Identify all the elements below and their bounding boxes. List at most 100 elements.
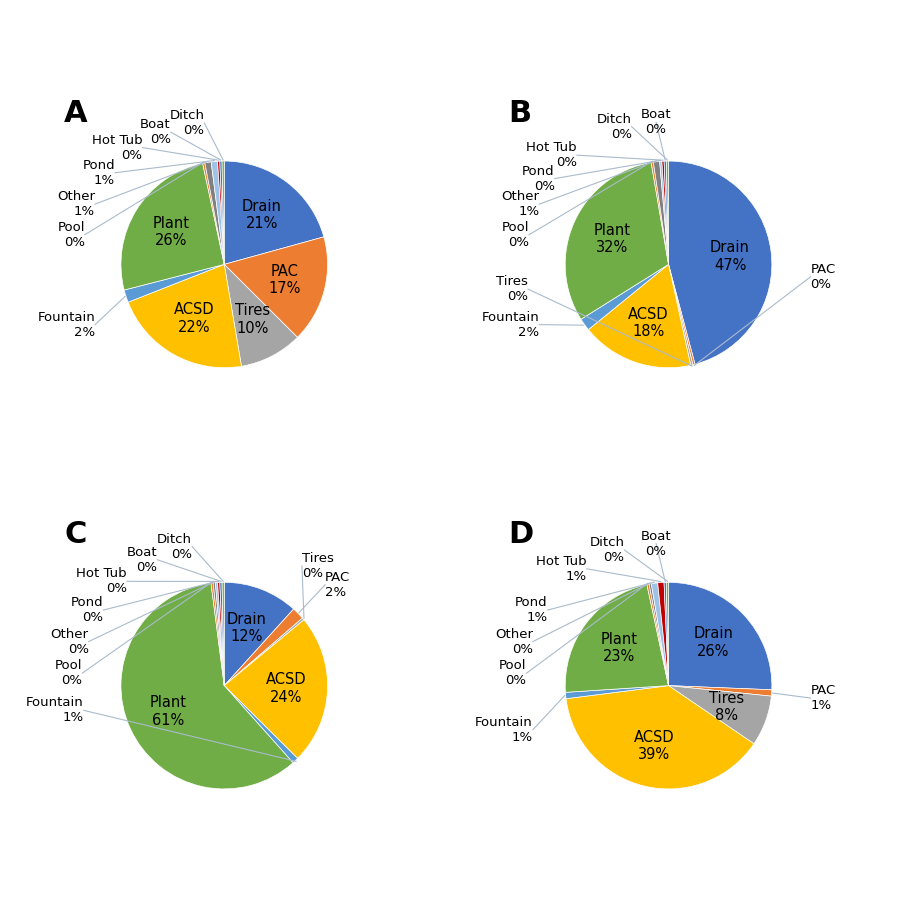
Text: Pool
0%: Pool 0% — [499, 659, 526, 687]
Wedge shape — [649, 584, 669, 686]
Wedge shape — [215, 583, 224, 686]
Text: Pond
0%: Pond 0% — [522, 165, 554, 193]
Wedge shape — [660, 161, 669, 265]
Text: PAC
0%: PAC 0% — [811, 263, 836, 290]
Wedge shape — [224, 583, 293, 686]
Wedge shape — [205, 162, 224, 265]
Wedge shape — [669, 265, 693, 365]
Text: Other
0%: Other 0% — [50, 628, 89, 655]
Text: PAC
1%: PAC 1% — [811, 684, 836, 712]
Text: B: B — [508, 99, 532, 128]
Text: Tires
8%: Tires 8% — [709, 691, 744, 723]
Wedge shape — [669, 583, 772, 690]
Text: Fountain
2%: Fountain 2% — [37, 311, 95, 338]
Wedge shape — [211, 583, 224, 686]
Wedge shape — [658, 583, 669, 686]
Wedge shape — [669, 265, 695, 365]
Text: ACSD
18%: ACSD 18% — [628, 307, 669, 339]
Wedge shape — [652, 583, 669, 686]
Wedge shape — [669, 686, 771, 743]
Text: Tires
10%: Tires 10% — [235, 303, 270, 335]
Wedge shape — [224, 161, 324, 265]
Wedge shape — [669, 686, 772, 697]
Text: Pond
0%: Pond 0% — [71, 596, 104, 624]
Text: Pond
1%: Pond 1% — [515, 596, 547, 624]
Text: Ditch
0%: Ditch 0% — [158, 533, 193, 561]
Text: C: C — [64, 520, 86, 550]
Text: Tires
0%: Tires 0% — [496, 275, 528, 303]
Text: Hot Tub
0%: Hot Tub 0% — [92, 133, 142, 162]
Wedge shape — [224, 618, 304, 686]
Wedge shape — [581, 265, 669, 330]
Wedge shape — [669, 161, 772, 364]
Text: D: D — [508, 520, 534, 550]
Wedge shape — [224, 619, 328, 758]
Wedge shape — [218, 161, 224, 265]
Text: ACSD
24%: ACSD 24% — [266, 672, 307, 705]
Wedge shape — [566, 686, 754, 789]
Wedge shape — [121, 164, 224, 290]
Wedge shape — [565, 584, 669, 692]
Text: Ditch
0%: Ditch 0% — [590, 536, 625, 564]
Text: Other
1%: Other 1% — [57, 190, 95, 218]
Wedge shape — [666, 161, 669, 265]
Text: Fountain
1%: Fountain 1% — [475, 716, 533, 743]
Text: Plant
32%: Plant 32% — [593, 222, 630, 255]
Text: PAC
2%: PAC 2% — [325, 571, 350, 599]
Wedge shape — [664, 161, 669, 265]
Wedge shape — [565, 163, 669, 319]
Wedge shape — [222, 583, 224, 686]
Text: Pool
0%: Pool 0% — [501, 221, 529, 249]
Wedge shape — [647, 584, 669, 686]
Text: Pool
0%: Pool 0% — [58, 221, 85, 249]
Wedge shape — [213, 583, 224, 686]
Text: Drain
47%: Drain 47% — [710, 240, 750, 273]
Text: ACSD
39%: ACSD 39% — [634, 730, 674, 762]
Text: Boat
0%: Boat 0% — [641, 529, 671, 558]
Text: Fountain
1%: Fountain 1% — [26, 697, 84, 724]
Wedge shape — [666, 583, 669, 686]
Text: Plant
61%: Plant 61% — [149, 695, 186, 728]
Text: Ditch
0%: Ditch 0% — [169, 109, 204, 137]
Wedge shape — [224, 265, 297, 367]
Text: Plant
26%: Plant 26% — [153, 216, 190, 248]
Wedge shape — [589, 265, 690, 368]
Wedge shape — [653, 162, 669, 265]
Wedge shape — [220, 583, 224, 686]
Text: Other
0%: Other 0% — [495, 628, 533, 655]
Text: Hot Tub
1%: Hot Tub 1% — [536, 555, 587, 583]
Text: Fountain
2%: Fountain 2% — [482, 311, 539, 338]
Wedge shape — [224, 686, 298, 763]
Wedge shape — [222, 161, 224, 265]
Text: Boat
0%: Boat 0% — [127, 546, 158, 573]
Wedge shape — [224, 609, 302, 686]
Text: Pool
0%: Pool 0% — [55, 659, 82, 687]
Wedge shape — [121, 584, 293, 789]
Wedge shape — [224, 237, 328, 337]
Wedge shape — [128, 265, 241, 368]
Text: Other
1%: Other 1% — [501, 190, 539, 218]
Text: Tires
0%: Tires 0% — [302, 552, 334, 580]
Text: A: A — [64, 99, 87, 128]
Text: Pond
1%: Pond 1% — [83, 159, 115, 187]
Text: Boat
0%: Boat 0% — [641, 108, 671, 136]
Text: PAC
17%: PAC 17% — [268, 264, 301, 296]
Wedge shape — [664, 583, 669, 686]
Text: ACSD
22%: ACSD 22% — [174, 302, 214, 335]
Wedge shape — [202, 163, 224, 265]
Text: Drain
12%: Drain 12% — [227, 611, 266, 644]
Wedge shape — [218, 583, 224, 686]
Text: Plant
23%: Plant 23% — [600, 632, 637, 664]
Text: Drain
26%: Drain 26% — [693, 627, 733, 659]
Text: Ditch
0%: Ditch 0% — [597, 113, 632, 141]
Text: Drain
21%: Drain 21% — [242, 199, 282, 232]
Wedge shape — [212, 161, 224, 265]
Wedge shape — [565, 686, 669, 698]
Wedge shape — [220, 161, 224, 265]
Wedge shape — [662, 161, 669, 265]
Text: Hot Tub
0%: Hot Tub 0% — [526, 142, 577, 169]
Wedge shape — [652, 162, 669, 265]
Text: Hot Tub
0%: Hot Tub 0% — [76, 567, 127, 596]
Text: Boat
0%: Boat 0% — [140, 119, 171, 146]
Wedge shape — [124, 265, 224, 302]
